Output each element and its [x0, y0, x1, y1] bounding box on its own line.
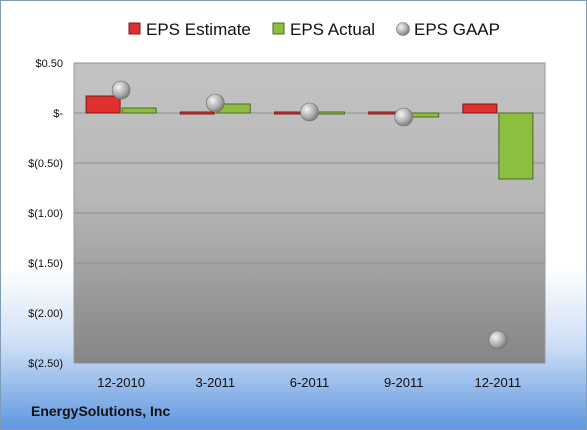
- x-tick-label: 12-2011: [475, 375, 522, 390]
- bar-eps-actual: [121, 107, 157, 114]
- legend-label: EPS Estimate: [146, 20, 251, 39]
- x-tick-label: 9-2011: [384, 375, 424, 390]
- bar-eps-estimate: [462, 103, 498, 114]
- x-tick-label: 12-2010: [97, 375, 145, 390]
- x-tick-label: 3-2011: [196, 375, 236, 390]
- y-tick-label: $(1.50): [28, 258, 63, 270]
- bar-eps-estimate: [85, 95, 121, 114]
- marker-eps-gaap: [111, 80, 131, 100]
- marker-eps-gaap: [300, 102, 319, 122]
- legend-swatch: [396, 22, 410, 36]
- legend-label: EPS GAAP: [414, 20, 500, 39]
- bar-eps-actual: [498, 112, 534, 180]
- y-tick-label: $(1.00): [28, 208, 63, 220]
- legend-label: EPS Actual: [290, 20, 375, 39]
- marker-eps-gaap: [206, 93, 225, 113]
- y-tick-label: $-: [53, 108, 63, 120]
- y-tick-label: $(2.50): [28, 358, 63, 370]
- x-tick-label: 6-2011: [290, 375, 330, 390]
- marker-eps-gaap: [394, 107, 414, 127]
- bar-eps-estimate: [179, 111, 215, 115]
- y-tick-label: $0.50: [35, 58, 63, 70]
- company-name: EnergySolutions, Inc: [31, 403, 171, 419]
- marker-eps-gaap: [488, 330, 508, 350]
- y-tick-label: $(2.00): [28, 308, 63, 320]
- legend-swatch: [272, 22, 285, 35]
- y-tick-label: $(0.50): [28, 158, 63, 170]
- legend-swatch: [128, 22, 141, 35]
